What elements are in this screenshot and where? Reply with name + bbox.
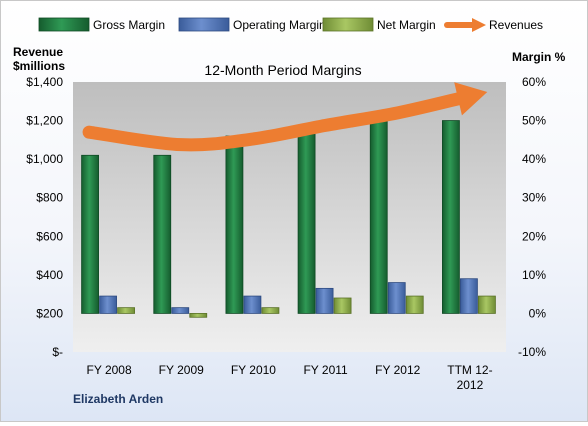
legend-label-gross-margin: Gross Margin (93, 18, 165, 32)
left-axis-title-line2: $millions (13, 59, 65, 73)
x-tick-label: FY 2008 (87, 363, 132, 377)
x-tick-label: TTM 12-2012 (447, 363, 492, 392)
bar-gross-margin (297, 127, 316, 314)
bar-net-margin (117, 307, 135, 314)
x-axis-ticks: FY 2008 FY 2009 FY 2010 FY 2011 FY 2012 TTM 1… (87, 363, 493, 392)
x-tick-label: FY 2011 (303, 363, 348, 377)
legend-swatch-net-margin (322, 17, 374, 32)
bar-net-margin (405, 295, 424, 314)
company-label: Elizabeth Arden (73, 392, 163, 406)
right-tick-label: 60% (522, 75, 546, 89)
bar-gross-margin (81, 154, 99, 314)
bar-operating-margin (171, 307, 190, 314)
right-tick-label: 40% (522, 152, 546, 166)
bar-operating-margin (99, 295, 117, 314)
bar-net-margin (261, 307, 280, 314)
legend-item-gross-margin: Gross Margin (38, 17, 165, 32)
right-tick-label: 20% (522, 229, 546, 243)
x-tick-label: FY 2012 (375, 363, 420, 377)
bar-net-margin (189, 313, 208, 318)
bar-net-margin (333, 297, 352, 314)
left-tick-label: $600 (36, 229, 63, 243)
right-tick-label: 10% (522, 268, 546, 282)
legend-item-operating-margin: Operating Margin (178, 17, 326, 32)
legend-item-revenues: Revenues (444, 18, 543, 32)
legend-label-operating-margin: Operating Margin (233, 18, 326, 32)
left-axis-ticks: $- $200 $400 $600 $800 $1,000 $1,200 $1,400 (26, 75, 63, 359)
right-axis-title: Margin % (512, 50, 566, 64)
bar-gross-margin (225, 135, 244, 314)
plot-area (73, 82, 506, 352)
bar-gross-margin (369, 120, 388, 314)
legend-label-net-margin: Net Margin (377, 18, 436, 32)
left-tick-label: $400 (36, 268, 63, 282)
left-tick-label: $1,000 (26, 152, 63, 166)
right-tick-label: -10% (518, 345, 546, 359)
bar-gross-margin (442, 120, 460, 314)
bar-operating-margin (460, 278, 478, 314)
chart-title: 12-Month Period Margins (204, 62, 361, 78)
left-tick-label: $- (52, 345, 63, 359)
left-tick-label: $800 (36, 191, 63, 205)
right-tick-label: 50% (522, 114, 546, 128)
legend-label-revenues: Revenues (489, 18, 543, 32)
right-tick-label: 30% (522, 191, 546, 205)
left-axis-title-line1: Revenue (13, 45, 63, 59)
legend: Gross Margin Operating Margin Net Margin… (38, 17, 543, 32)
bar-operating-margin (387, 282, 406, 314)
legend-swatch-gross-margin (38, 17, 90, 32)
legend-swatch-operating-margin (178, 17, 230, 32)
left-tick-label: $200 (36, 306, 63, 320)
bar-operating-margin (315, 287, 334, 314)
bar-net-margin (478, 295, 496, 314)
revenue-line (82, 82, 488, 152)
x-tick-label: FY 2010 (231, 363, 276, 377)
revenue-arrowhead (454, 82, 488, 116)
left-tick-label: $1,200 (26, 114, 63, 128)
revenue-curve (82, 90, 471, 152)
legend-arrowhead-revenues (472, 18, 486, 32)
x-tick-label: FY 2009 (159, 363, 204, 377)
bar-gross-margin (153, 154, 172, 314)
right-tick-label: 0% (529, 306, 547, 320)
right-axis-ticks: -10% 0% 10% 20% 30% 40% 50% 60% (518, 75, 546, 359)
bars (81, 120, 496, 318)
bar-operating-margin (243, 295, 262, 314)
left-tick-label: $1,400 (26, 75, 63, 89)
legend-item-net-margin: Net Margin (322, 17, 436, 32)
